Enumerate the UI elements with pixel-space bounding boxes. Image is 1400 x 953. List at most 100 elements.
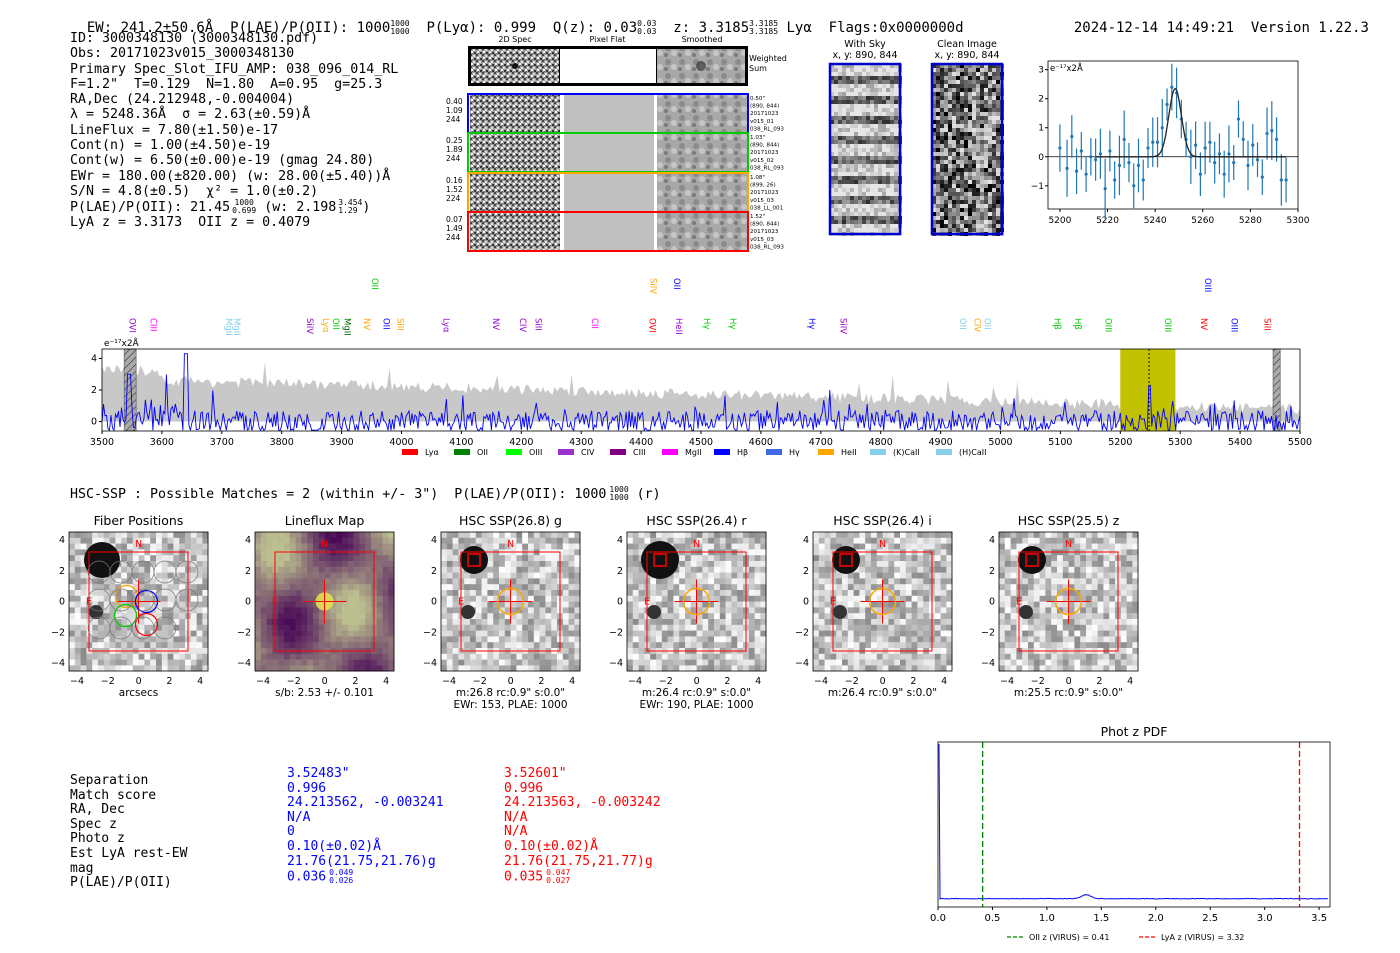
cutout-pixel <box>847 630 854 637</box>
cutout-pixel <box>499 613 506 620</box>
cutout-pixel <box>441 561 448 568</box>
sky-pixel <box>838 200 842 204</box>
sky-pixel <box>932 184 936 188</box>
cutout-pixel <box>929 653 936 660</box>
cutout-pixel <box>813 642 820 649</box>
cutout-pixel <box>127 653 134 660</box>
cutout-pixel <box>923 659 930 666</box>
legend-swatch <box>506 449 522 455</box>
sky-pixel <box>830 172 834 176</box>
cutout-pixel <box>743 659 750 666</box>
sky-pixel <box>964 128 968 132</box>
info-plae-w-lo: 1.29 <box>338 206 358 216</box>
sky-pixel <box>940 124 944 128</box>
cutout-pixel <box>202 648 209 655</box>
sky-pixel <box>980 96 984 100</box>
cutout-pixel <box>202 659 209 666</box>
cutout-pixel <box>661 607 668 614</box>
cutout-pixel <box>121 630 128 637</box>
cutout-pixel <box>109 665 116 672</box>
sky-pixel <box>976 120 980 124</box>
sky-pixel <box>976 68 980 72</box>
cutout-pixel <box>278 555 285 562</box>
zoom-point <box>1236 117 1241 121</box>
sky-pixel <box>976 96 980 100</box>
spectrum-xtick: 4000 <box>389 437 413 448</box>
cutout-pixel <box>289 532 296 539</box>
sky-pixel <box>960 64 964 68</box>
cutout-pixel <box>888 572 895 579</box>
sky-pixel <box>972 184 976 188</box>
cutout-pixel <box>754 555 761 562</box>
cutout-pixel <box>818 648 825 655</box>
sky-pixel <box>850 196 854 200</box>
sky-pixel <box>842 76 846 80</box>
sky-pixel <box>976 92 980 96</box>
cutout-pixel <box>574 601 581 608</box>
cutout-pixel <box>650 532 657 539</box>
spectrum-xtick: 5000 <box>988 437 1012 448</box>
cutout-ytick: −2 <box>609 627 623 638</box>
cutout-pixel <box>871 659 878 666</box>
cutout-pixel <box>347 537 354 544</box>
sky-pixel <box>944 212 948 216</box>
cutout-pixel <box>510 566 517 573</box>
cutout-pixel <box>522 636 529 643</box>
cutout-pixel <box>725 578 732 585</box>
cutout-pixel <box>562 636 569 643</box>
cutout-pixel <box>167 630 174 637</box>
cutout-pixel <box>179 555 186 562</box>
cutout-pixel <box>1039 537 1046 544</box>
cutout-pixel <box>185 653 192 660</box>
cutout-pixel <box>754 543 761 550</box>
cutout-pixel <box>504 578 511 585</box>
sky-pixel <box>964 196 968 200</box>
cutout-pixel <box>632 578 639 585</box>
cutout-pixel <box>905 578 912 585</box>
sky-pixel <box>882 200 886 204</box>
cutout-pixel <box>301 584 308 591</box>
cutout-pixel <box>289 543 296 550</box>
cutout-pixel <box>138 601 145 608</box>
sky-pixel <box>870 224 874 228</box>
sky-pixel <box>932 148 936 152</box>
sky-pixel <box>992 224 996 228</box>
cutout-pixel <box>196 561 203 568</box>
sky-pixel <box>960 192 964 196</box>
cutout-pixel <box>917 607 924 614</box>
sky-pixel <box>874 108 878 112</box>
cutout-pixel <box>679 636 686 643</box>
sky-pixel <box>980 108 984 112</box>
cutout-pixel <box>847 572 854 579</box>
cutout-pixel <box>574 642 581 649</box>
cutout-pixel <box>725 566 732 573</box>
cutout-pixel <box>876 607 883 614</box>
sky-pixel <box>830 100 834 104</box>
cutout-pixel <box>510 613 517 620</box>
cutout-pixel <box>900 543 907 550</box>
cutout-pixel <box>69 659 76 666</box>
sky-pixel <box>944 164 948 168</box>
cutout-pixel <box>656 665 663 672</box>
cutout-pixel <box>551 613 558 620</box>
sky-pixel <box>890 152 894 156</box>
cutout-pixel <box>690 595 697 602</box>
cutout-pixel <box>121 537 128 544</box>
cutout-pixel <box>481 601 488 608</box>
cutout-pixel <box>1010 537 1017 544</box>
cutout-pixel <box>940 648 947 655</box>
cutout-pixel <box>545 624 552 631</box>
cutout-pixel <box>115 653 122 660</box>
cutout-pixel <box>876 613 883 620</box>
cutout-pixel <box>673 537 680 544</box>
cutout-pixel <box>446 555 453 562</box>
cutout-pixel <box>284 561 291 568</box>
cutout-pixel <box>627 590 634 597</box>
sky-pixel <box>944 120 948 124</box>
sky-pixel <box>834 172 838 176</box>
cutout-pixel <box>347 624 354 631</box>
cutout-pixel <box>441 532 448 539</box>
zoom-point <box>1246 163 1250 168</box>
cutout-pixel <box>74 659 81 666</box>
cutout-pixel <box>353 555 360 562</box>
